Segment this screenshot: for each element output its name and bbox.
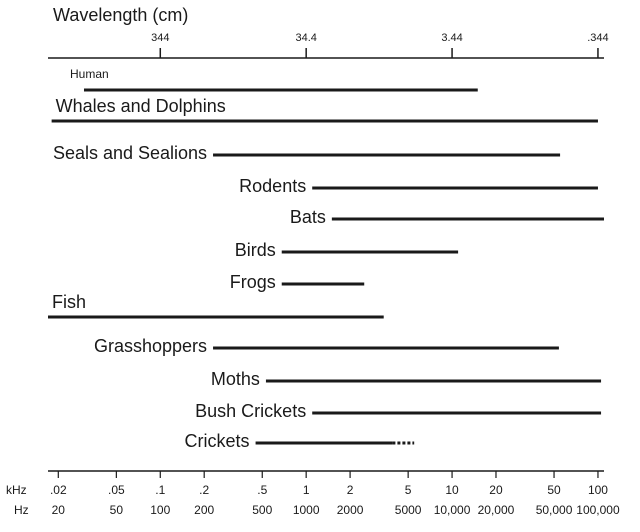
hz-tick-label: 1000: [293, 503, 320, 517]
row-label: Rodents: [239, 176, 306, 196]
row-label: Bats: [290, 207, 326, 227]
khz-tick-label: 5: [405, 483, 412, 497]
row-label: Crickets: [185, 431, 250, 451]
hz-tick-label: 50: [110, 503, 124, 517]
row-label: Fish: [52, 292, 86, 312]
hz-tick-label: 200: [194, 503, 214, 517]
hz-tick-label: 100: [150, 503, 170, 517]
khz-tick-label: 50: [547, 483, 561, 497]
khz-tick-label: .05: [108, 483, 125, 497]
top-axis-title: Wavelength (cm): [53, 5, 188, 25]
hz-tick-label: 500: [252, 503, 272, 517]
row-label: Bush Crickets: [195, 401, 306, 421]
khz-tick-label: .02: [50, 483, 67, 497]
row-label: Whales and Dolphins: [56, 96, 226, 116]
top-tick-label: 344: [151, 32, 169, 44]
top-tick-label: 3.44: [441, 32, 462, 44]
khz-tick-label: .2: [199, 483, 209, 497]
khz-tick-label: .1: [155, 483, 165, 497]
row-label: Birds: [235, 240, 276, 260]
hz-tick-label: 10,000: [434, 503, 471, 517]
khz-unit: kHz: [6, 483, 27, 497]
khz-tick-label: 20: [489, 483, 503, 497]
hz-tick-label: 5000: [395, 503, 422, 517]
row-label: Frogs: [230, 272, 276, 292]
row-label: Seals and Sealions: [53, 143, 207, 163]
hz-tick-label: 50,000: [536, 503, 573, 517]
khz-tick-label: 2: [347, 483, 354, 497]
top-tick-label: .344: [587, 32, 608, 44]
hz-tick-label: 2000: [337, 503, 364, 517]
hz-unit: Hz: [14, 503, 29, 517]
khz-tick-label: .5: [257, 483, 267, 497]
khz-tick-label: 100: [588, 483, 608, 497]
hz-tick-label: 100,000: [576, 503, 620, 517]
hz-tick-label: 20,000: [478, 503, 515, 517]
top-tick-label: 34.4: [295, 32, 316, 44]
khz-tick-label: 10: [445, 483, 459, 497]
row-label: Grasshoppers: [94, 336, 207, 356]
khz-tick-label: 1: [303, 483, 310, 497]
hz-tick-label: 20: [52, 503, 66, 517]
row-label: Human: [70, 67, 109, 81]
row-label: Moths: [211, 369, 260, 389]
